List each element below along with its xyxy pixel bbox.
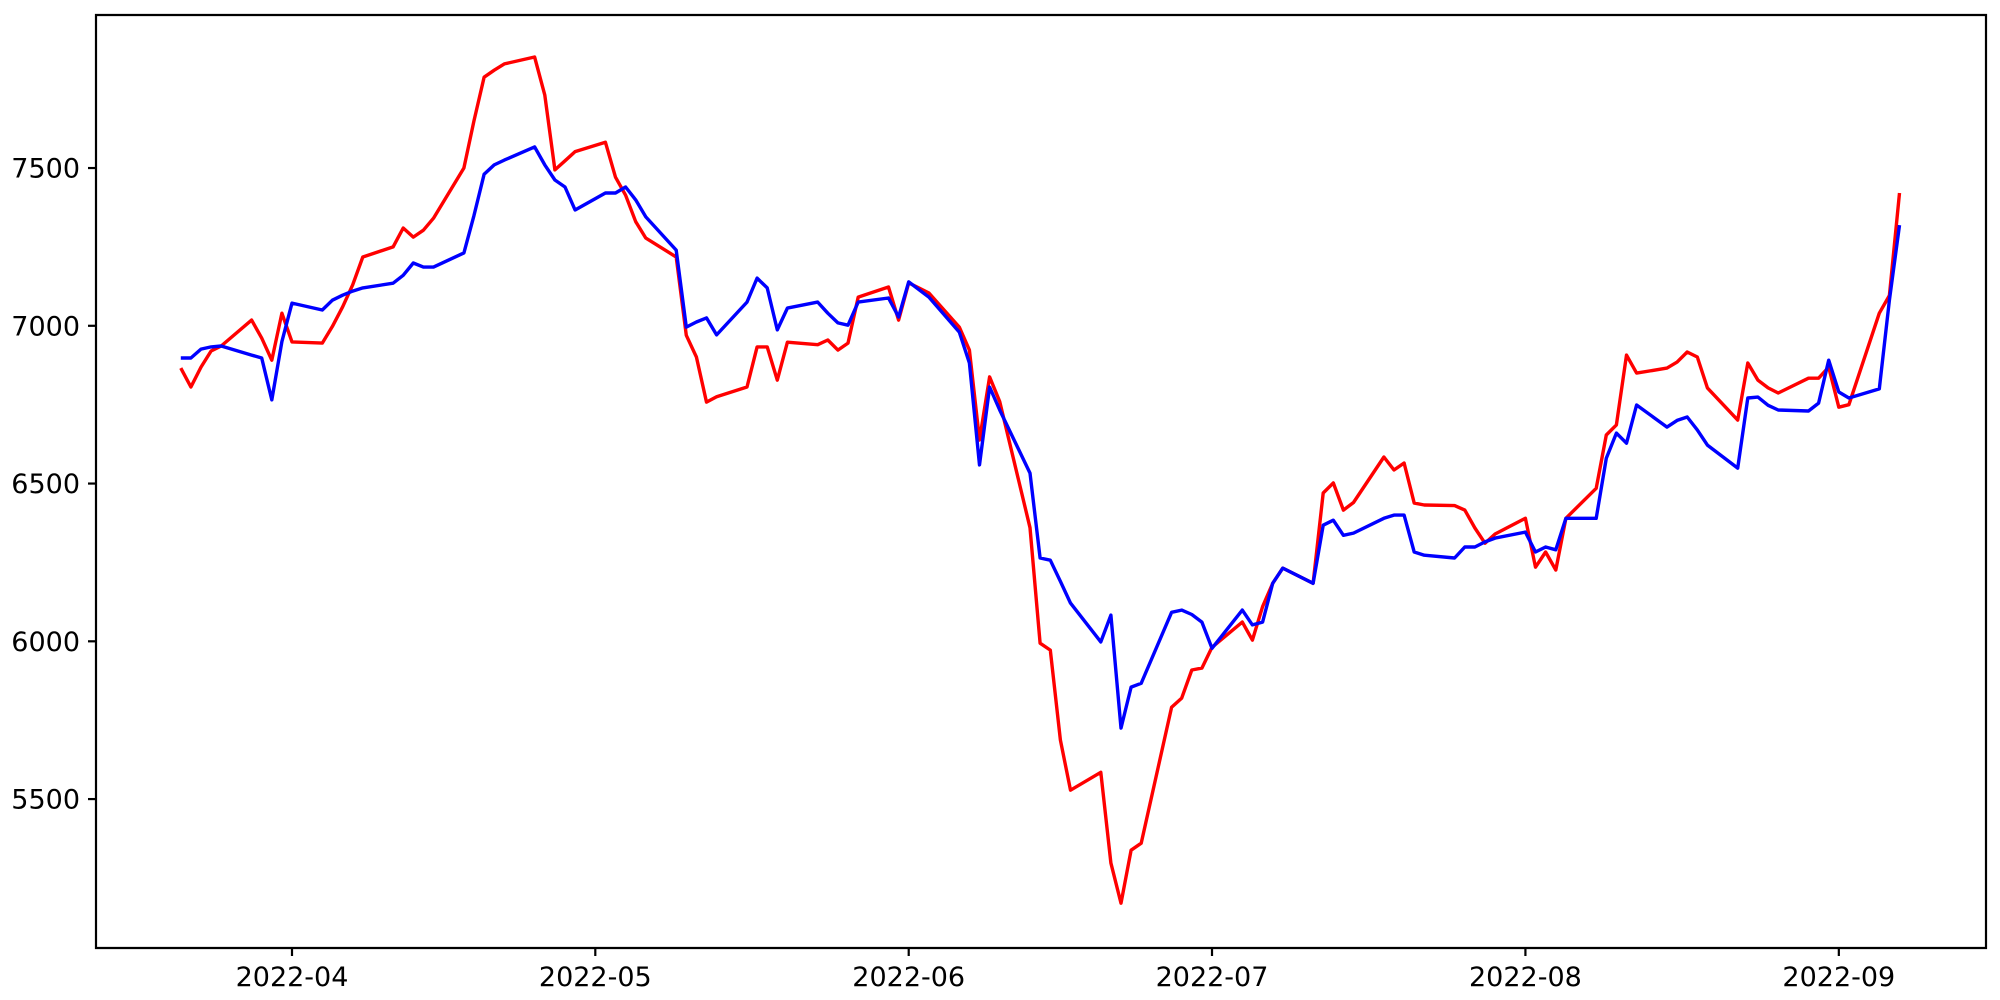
x-tick-label: 2022-05	[539, 962, 652, 993]
y-tick-label: 6000	[11, 627, 80, 658]
x-tick-label: 2022-06	[852, 962, 965, 993]
x-tick-label: 2022-08	[1469, 962, 1582, 993]
series-line-blue	[180, 145, 1902, 730]
x-tick-label: 2022-09	[1782, 962, 1895, 993]
y-tick-label: 5500	[11, 785, 80, 816]
x-tick-label: 2022-07	[1156, 962, 1269, 993]
series-line-red	[179, 55, 1902, 905]
plot-spines	[94, 13, 1988, 950]
y-tick-label: 7500	[11, 154, 80, 185]
x-tick-label: 2022-04	[236, 962, 349, 993]
y-tick-label: 6500	[11, 469, 80, 500]
y-tick-label: 7000	[11, 311, 80, 342]
